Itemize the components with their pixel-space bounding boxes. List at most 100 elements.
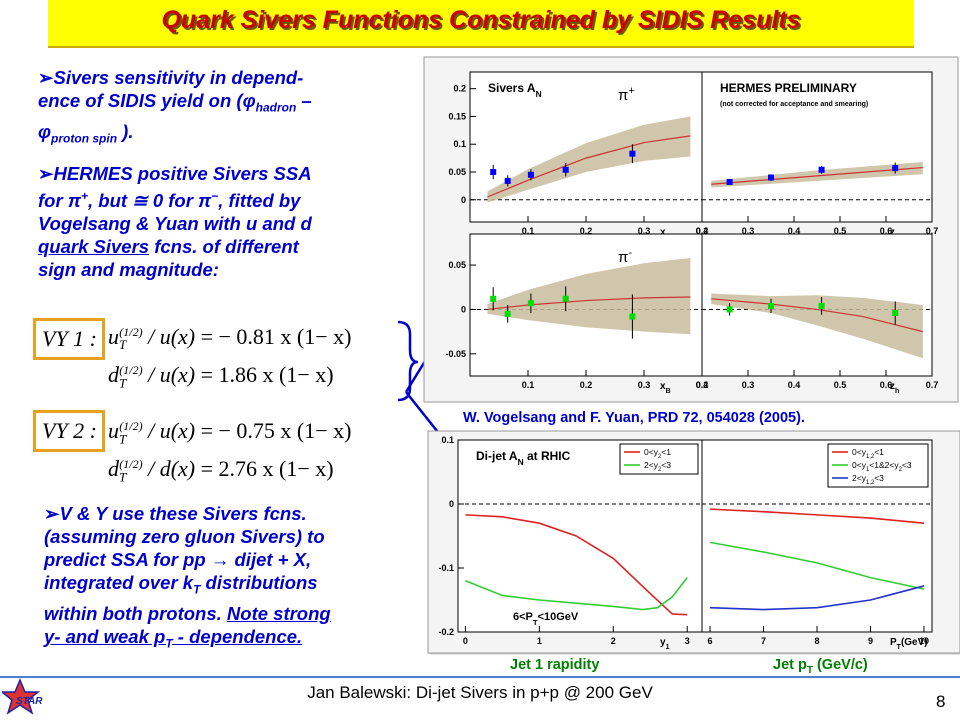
x-tick-label: 0.3	[742, 380, 755, 390]
legend-box	[619, 443, 699, 475]
pion-label: π+	[618, 85, 635, 104]
eq-sup: (1/2)	[119, 362, 143, 377]
eq-rhs: = 1.86 x (1− x)	[200, 362, 334, 387]
x-tick-label: 2	[611, 636, 616, 646]
bullet-text: quark Sivers	[38, 236, 150, 258]
fit-curve	[711, 166, 923, 185]
eq-lhs: u	[108, 418, 119, 443]
y-tick-label: 0	[461, 304, 466, 314]
y-tick-label: -0.05	[445, 349, 466, 359]
uncertainty-band	[487, 257, 691, 335]
y-tick-label: 0.15	[448, 111, 466, 121]
data-point	[562, 166, 569, 173]
x-axis-label: xB	[660, 381, 671, 395]
pi-symbol: π	[198, 190, 212, 212]
vy2-label-box: VY 2 :	[33, 410, 105, 452]
data-point	[726, 179, 733, 185]
slide-title: Quark Sivers Functions Constrained by SI…	[161, 6, 801, 34]
data-point	[768, 174, 774, 181]
y-tick-label: 0	[461, 195, 466, 205]
plot-frame	[701, 71, 933, 223]
label-text: Jet p	[773, 657, 807, 673]
x-tick-label: 3	[685, 636, 690, 646]
x-tick-label: 0.5	[834, 380, 847, 390]
panel-title: HERMES PRELIMINARY	[720, 81, 857, 95]
jet-pt-label: Jet pT (GeV/c)	[773, 657, 868, 676]
x-tick-label: 1	[537, 636, 542, 646]
star-logo-shape	[2, 678, 41, 715]
x-tick-label: 7	[761, 636, 766, 646]
series-line	[465, 514, 688, 616]
data-point	[818, 302, 825, 309]
vy1-label: VY 1 :	[42, 326, 97, 351]
series-line	[709, 541, 925, 590]
title-bar: Quark Sivers Functions Constrained by SI…	[48, 0, 914, 48]
x-tick-label: 9	[868, 636, 873, 646]
data-point	[527, 171, 534, 178]
fit-curve	[487, 135, 691, 198]
eq-den: d(x)	[159, 456, 196, 481]
vy2-label: VY 2 :	[42, 418, 97, 443]
bullet-text: - dependence.	[172, 625, 303, 647]
bullet-text: ence of SIDIS yield on (	[38, 90, 243, 111]
data-point	[629, 313, 636, 320]
eq-den: u(x)	[159, 418, 196, 443]
page-number: 8	[936, 692, 946, 711]
legend-label: 0<y1<1&2<y2<3	[852, 460, 912, 473]
x-tick-label: 0.3	[638, 380, 651, 390]
x-tick-label: 0.3	[638, 226, 651, 236]
panel-title: Di-jet AN at RHIC	[476, 449, 571, 467]
x-tick-label: 8	[814, 636, 819, 646]
x-tick-label: 0.5	[834, 226, 847, 236]
star-logo: STAR	[2, 678, 43, 715]
label-text: (GeV/c)	[812, 657, 868, 673]
curly-brace	[397, 320, 419, 402]
x-tick-label: 0.4	[696, 226, 709, 236]
bullet-text: Sivers sensitivity in depend-	[53, 67, 304, 88]
fit-curve	[487, 296, 691, 311]
x-tick-label: 0.7	[926, 380, 939, 390]
eq-sub: T	[119, 375, 127, 391]
footer-rule	[0, 676, 960, 678]
bullet-arrow-icon: ➢	[38, 163, 54, 184]
y-tick-label: 0	[449, 499, 454, 509]
vy2-d-equation: dT(1/2) / d(x) = 2.76 x (1− x)	[108, 456, 334, 485]
x-tick-label: 0.7	[926, 226, 939, 236]
bullet-text: Note strong	[226, 602, 331, 624]
y-tick-label: 0.1	[441, 435, 454, 445]
bullet-text: distributions	[200, 572, 318, 593]
panel-subtitle: (not corrected for acceptance and smeari…	[720, 101, 868, 108]
panel-annotation: 6<PT<10GeV	[513, 611, 579, 627]
data-point	[504, 177, 511, 184]
subscript: T	[193, 582, 201, 597]
data-point	[504, 310, 511, 317]
pi-symbol: π	[67, 190, 81, 212]
bullet-hermes-ssa: ➢HERMES positive Sivers SSA for π+, but …	[38, 162, 408, 281]
bullet-text: (assuming zero gluon Sivers) to	[44, 526, 325, 547]
bullet-text: , but ≅ 0 for	[88, 190, 199, 212]
superscript: −	[211, 189, 219, 203]
phi-symbol: φ	[242, 90, 256, 111]
vy1-label-box: VY 1 :	[33, 318, 105, 360]
x-axis-label: zh	[890, 381, 899, 395]
x-axis-label: y1	[660, 637, 670, 651]
y-tick-label: 0.05	[448, 167, 466, 177]
eq-rhs: = − 0.81 x (1− x)	[200, 324, 352, 349]
data-point	[527, 300, 534, 307]
superscript: +	[80, 189, 88, 203]
legend-label: 0<y2<1	[644, 447, 671, 460]
eq-den: u(x)	[159, 324, 196, 349]
data-point	[768, 302, 774, 309]
vy1-u-equation: uT(1/2) / u(x) = − 0.81 x (1− x)	[108, 324, 352, 353]
bullet-text: fcns. of different	[149, 236, 299, 258]
eq-rhs: = − 0.75 x (1− x)	[200, 418, 352, 443]
x-axis-label: PT(GeV)	[890, 637, 928, 651]
footer-text: Jan Balewski: Di-jet Sivers in p+p @ 200…	[307, 683, 653, 702]
subscript: T	[806, 664, 813, 676]
series-line	[709, 585, 925, 611]
x-tick-label: 0	[463, 636, 468, 646]
eq-sup: (1/2)	[119, 418, 143, 433]
bullet-text: ).	[117, 120, 134, 142]
x-tick-label: 0.1	[522, 226, 535, 236]
bullet-text: y- and weak p	[44, 625, 166, 647]
